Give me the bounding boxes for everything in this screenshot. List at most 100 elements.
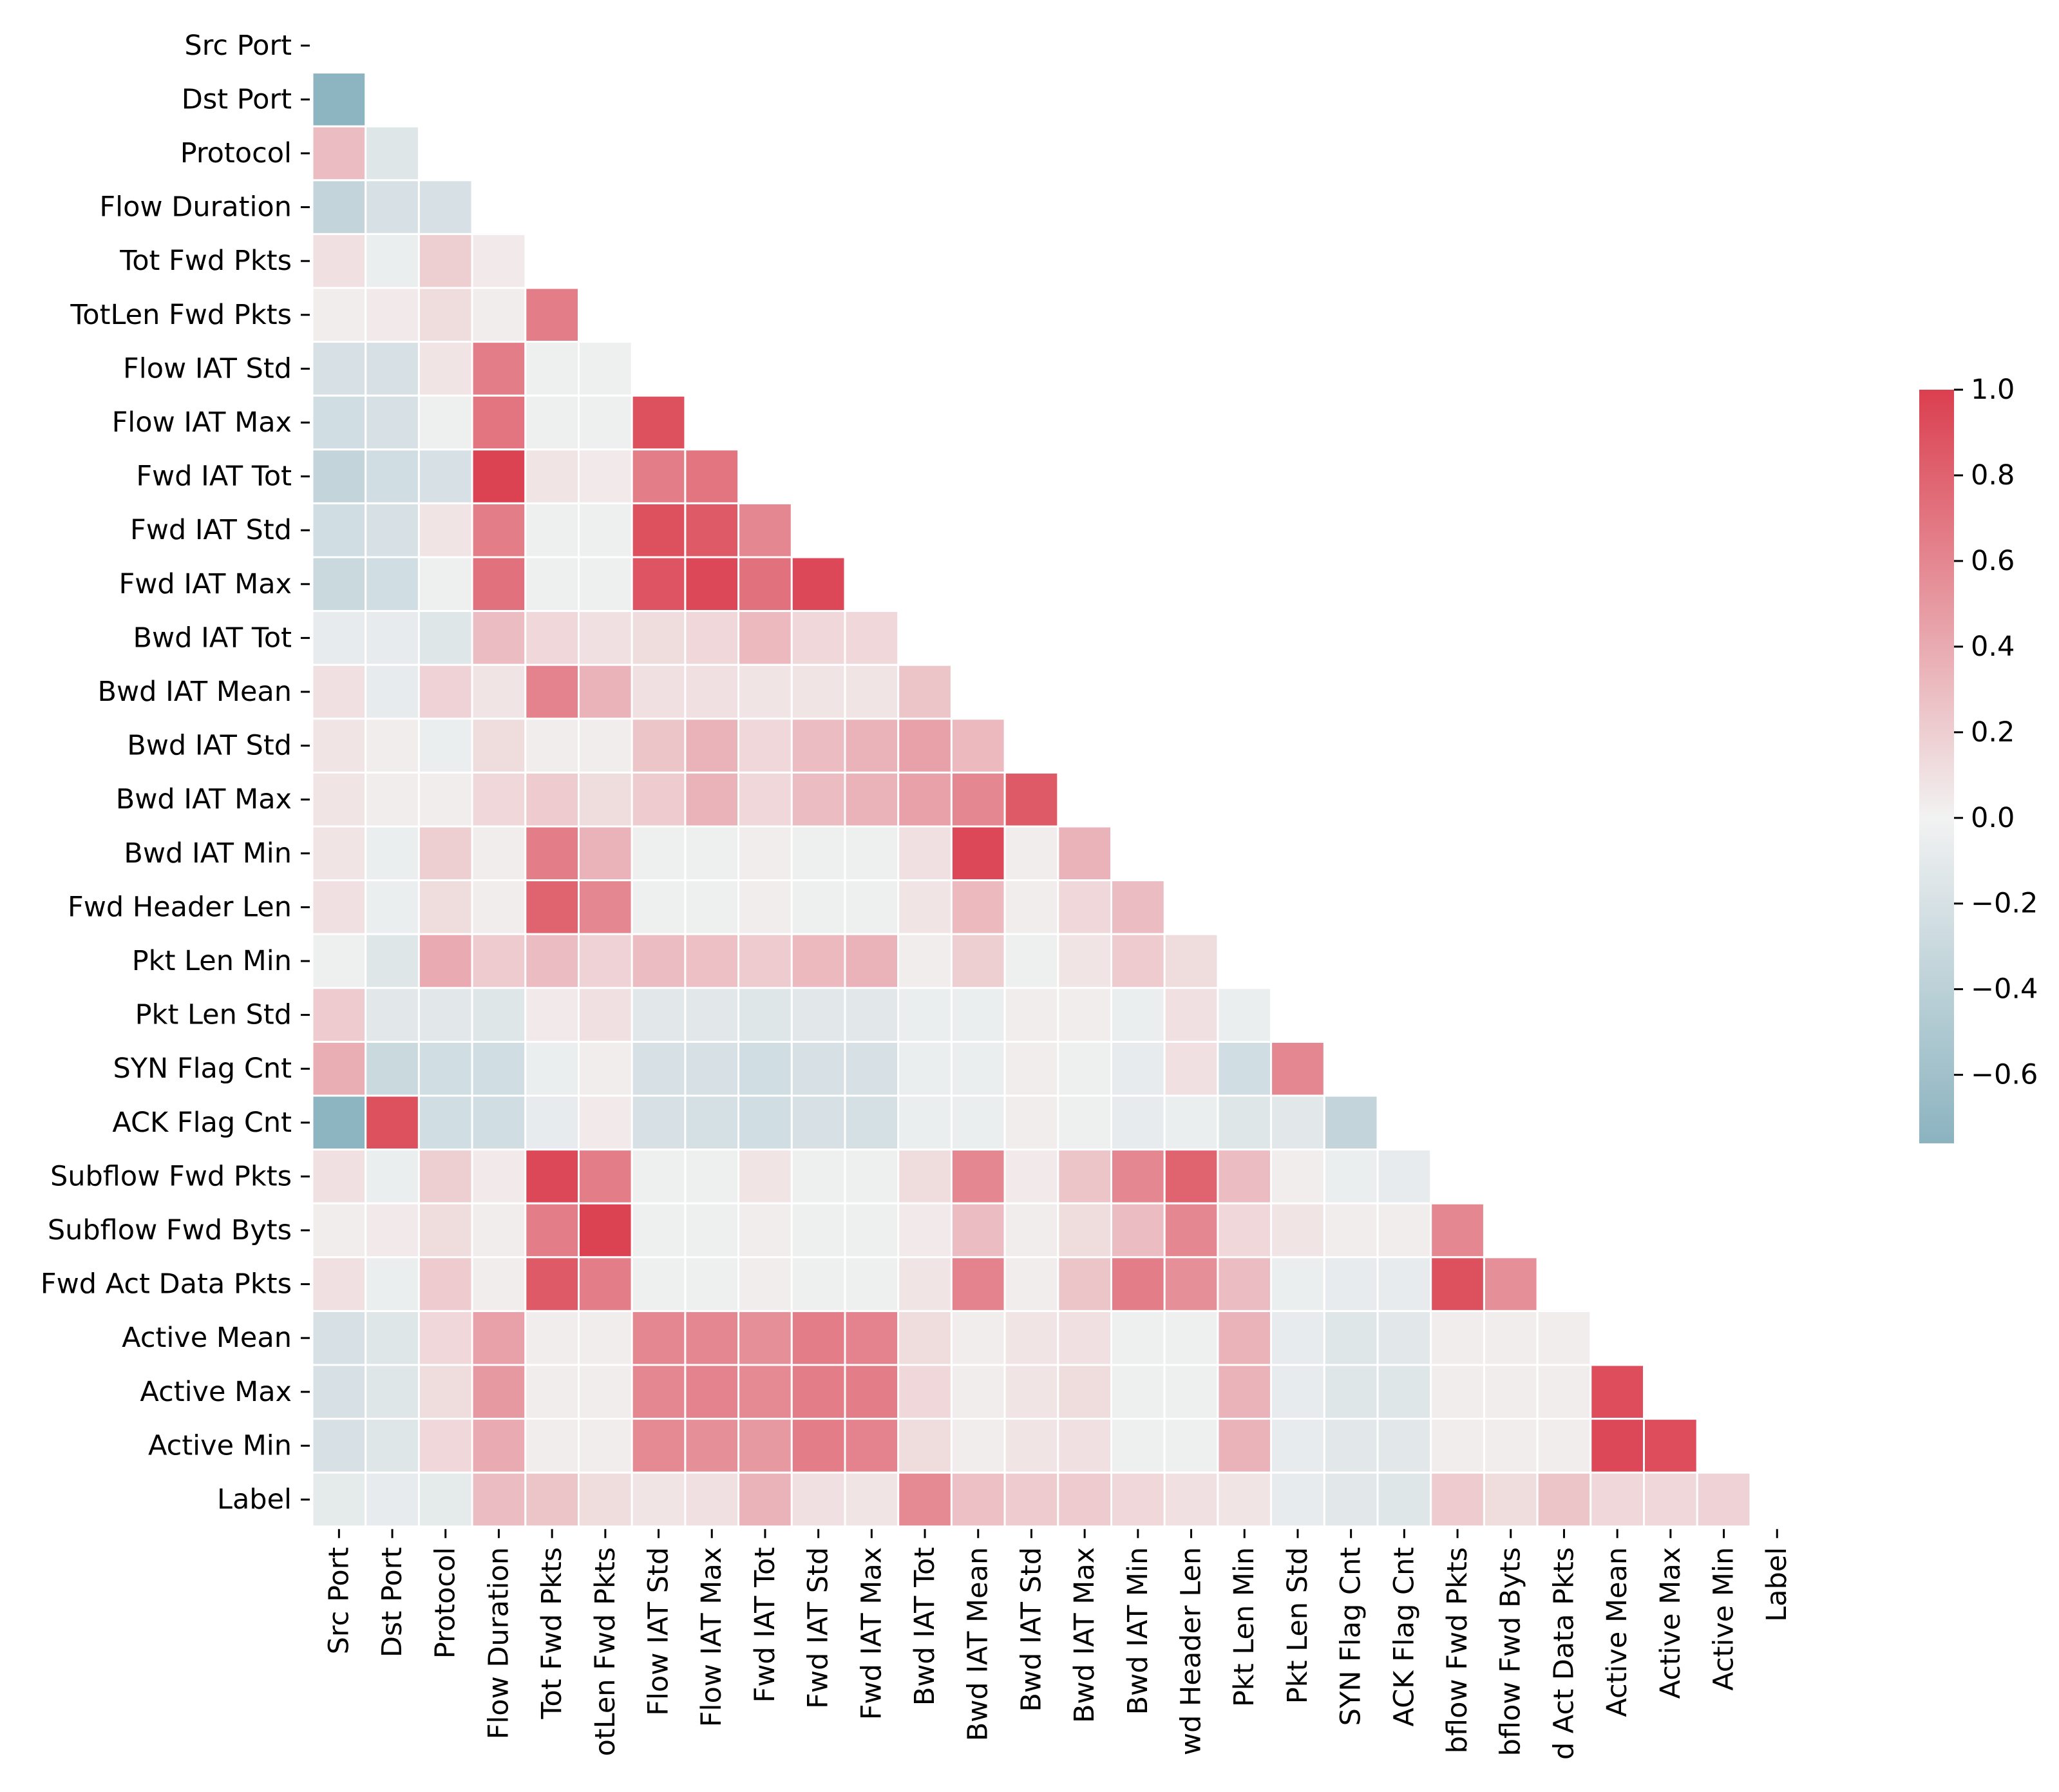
heatmap-cell — [897, 879, 953, 935]
heatmap-cell — [844, 879, 900, 935]
heatmap-cell — [1376, 1364, 1432, 1420]
heatmap-cell — [950, 1202, 1006, 1259]
heatmap-cell — [1163, 1364, 1219, 1420]
heatmap-cell — [844, 987, 900, 1043]
heatmap-cell — [311, 1040, 367, 1097]
heatmap-cell — [737, 502, 793, 558]
y-tick-label: Bwd IAT Mean — [98, 676, 292, 708]
heatmap-cell — [1217, 1418, 1273, 1474]
heatmap-cell — [897, 663, 953, 720]
heatmap-cell — [311, 394, 367, 451]
heatmap-cell — [471, 610, 527, 666]
heatmap-cell — [1270, 1094, 1325, 1151]
heatmap-cell — [790, 610, 846, 666]
heatmap-cell — [844, 1310, 900, 1366]
heatmap-cell — [471, 394, 527, 451]
heatmap-cell — [471, 825, 527, 882]
heatmap-cell — [844, 718, 900, 774]
heatmap-cell — [417, 556, 473, 613]
heatmap-cell — [684, 610, 740, 666]
heatmap-cell — [365, 987, 420, 1043]
y-tick-label: Fwd IAT Max — [119, 568, 292, 600]
heatmap-cell — [417, 610, 473, 666]
heatmap-cell — [578, 1364, 633, 1420]
heatmap-cell — [1163, 1094, 1219, 1151]
y-tick-label: Fwd IAT Tot — [136, 461, 292, 493]
heatmap-cell — [950, 1364, 1006, 1420]
heatmap-cell — [1536, 1471, 1592, 1528]
y-tick-label: Fwd IAT Std — [130, 514, 292, 546]
heatmap-cell — [950, 1094, 1006, 1151]
x-tick-label: ACK Flag Cnt — [1388, 1547, 1420, 1727]
colorbar-tick-label: 0.6 — [1971, 545, 2015, 577]
heatmap-cell — [1270, 1202, 1325, 1259]
heatmap-cell — [737, 771, 793, 828]
heatmap-cell — [1430, 1471, 1485, 1528]
heatmap-cell — [365, 1418, 420, 1474]
heatmap-cell — [790, 1040, 846, 1097]
heatmap-cell — [417, 1202, 473, 1259]
heatmap-cell — [1323, 1471, 1379, 1528]
heatmap-cell — [578, 1149, 633, 1205]
heatmap-cell — [578, 1471, 633, 1528]
heatmap-cell — [524, 1040, 580, 1097]
heatmap-cell — [365, 825, 420, 882]
heatmap-cell — [471, 718, 527, 774]
x-tick-label: Fwd IAT Max — [855, 1547, 887, 1720]
x-tick-label: Flow IAT Std — [643, 1547, 675, 1716]
heatmap-cell — [365, 879, 420, 935]
heatmap-cell — [1323, 1149, 1379, 1205]
x-tick-label: Fwd IAT Tot — [749, 1547, 781, 1703]
x-tick-label: Bwd IAT Std — [1015, 1547, 1047, 1712]
heatmap-cell — [311, 233, 367, 289]
heatmap-cell — [1483, 1364, 1539, 1420]
heatmap-cell — [1323, 1256, 1379, 1312]
heatmap-cell — [844, 663, 900, 720]
heatmap-cell — [684, 879, 740, 935]
heatmap-cell — [471, 987, 527, 1043]
heatmap-cell — [578, 987, 633, 1043]
heatmap-cell — [1163, 933, 1219, 989]
heatmap-cell — [311, 1094, 367, 1151]
heatmap-cell — [524, 1202, 580, 1259]
heatmap-cell — [578, 556, 633, 613]
heatmap-cell — [1163, 1149, 1219, 1205]
heatmap-cell — [1003, 1310, 1059, 1366]
heatmap-cell — [950, 1040, 1006, 1097]
heatmap-cell — [471, 879, 527, 935]
colorbar-tick-label: 0.4 — [1971, 631, 2015, 663]
colorbar-tick-label: −0.4 — [1971, 973, 2038, 1006]
heatmap-cell — [1003, 1256, 1059, 1312]
heatmap-cell — [578, 1418, 633, 1474]
heatmap-cell — [790, 1310, 846, 1366]
x-tick-label: SYN Flag Cnt — [1335, 1547, 1367, 1726]
heatmap-cell — [1696, 1471, 1752, 1528]
heatmap-cell — [1270, 1364, 1325, 1420]
heatmap-cell — [844, 610, 900, 666]
heatmap-cell — [844, 933, 900, 989]
y-tick-label: Pkt Len Std — [135, 999, 292, 1031]
heatmap-cell — [1217, 1040, 1273, 1097]
x-tick-label: bflow Fwd Byts — [1495, 1547, 1527, 1757]
heatmap-cell — [1163, 1202, 1219, 1259]
heatmap-cell — [471, 1471, 527, 1528]
heatmap-cell — [1003, 987, 1059, 1043]
heatmap-cell — [1270, 1256, 1325, 1312]
heatmap-cell — [737, 663, 793, 720]
heatmap-cell — [1643, 1471, 1698, 1528]
heatmap-cell — [471, 933, 527, 989]
heatmap-cell — [578, 879, 633, 935]
heatmap-cell — [365, 233, 420, 289]
y-axis: Src Port Dst Port Protocol Flow Duration Tot… — [41, 30, 310, 1516]
y-tick-label: Label — [217, 1483, 292, 1516]
heatmap-cell — [897, 1149, 953, 1205]
heatmap-cell — [1217, 987, 1273, 1043]
heatmap-cell — [1270, 1471, 1325, 1528]
x-axis: Src Port Dst Port Protocol Flow Duration Tot… — [323, 1529, 1793, 1760]
heatmap-cell — [311, 556, 367, 613]
heatmap-cell — [311, 771, 367, 828]
x-tick-label: Fwd IAT Std — [802, 1547, 835, 1709]
heatmap-cell — [524, 718, 580, 774]
heatmap-cell — [844, 1149, 900, 1205]
heatmap-cell — [1163, 1256, 1219, 1312]
